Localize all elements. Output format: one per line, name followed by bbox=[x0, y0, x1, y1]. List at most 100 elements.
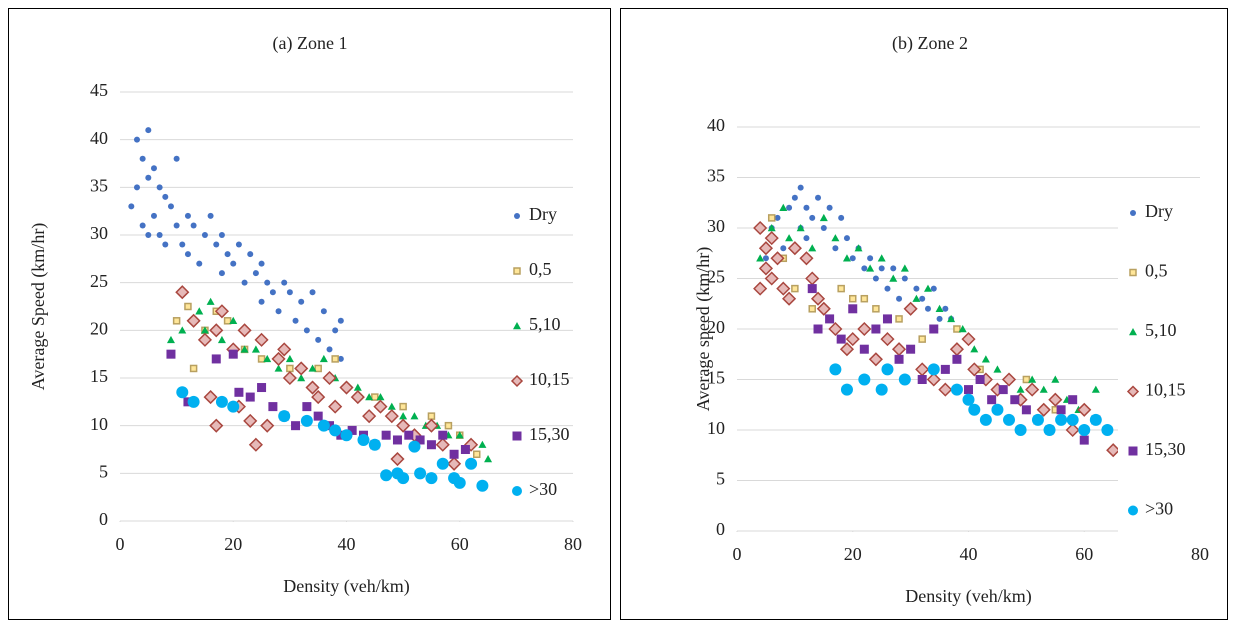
y-tick-label: 15 bbox=[90, 366, 108, 386]
data-point bbox=[133, 184, 140, 191]
legend-label: 15,30 bbox=[1145, 439, 1186, 459]
data-point bbox=[197, 332, 212, 347]
data-point bbox=[927, 363, 940, 376]
y-tick-label: 25 bbox=[707, 267, 725, 287]
y-tick-label: 0 bbox=[716, 519, 725, 539]
data-point bbox=[332, 327, 339, 334]
data-point bbox=[392, 435, 402, 445]
data-point bbox=[782, 291, 797, 306]
legend-label: Dry bbox=[1145, 201, 1173, 221]
legend-label: 5,10 bbox=[529, 314, 561, 334]
data-point bbox=[285, 354, 294, 363]
data-point bbox=[810, 291, 826, 306]
x-tick-label: 60 bbox=[451, 534, 469, 554]
data-point bbox=[314, 364, 322, 373]
data-point bbox=[764, 271, 779, 286]
data-point bbox=[145, 127, 152, 134]
data-point bbox=[975, 375, 985, 384]
data-point bbox=[484, 455, 493, 463]
data-point bbox=[286, 364, 294, 373]
legend-marker bbox=[514, 213, 520, 219]
x-tick-label: 40 bbox=[338, 534, 356, 554]
data-point bbox=[317, 419, 330, 432]
data-point bbox=[211, 354, 221, 364]
data-point bbox=[839, 342, 855, 357]
data-point bbox=[843, 235, 850, 242]
data-point bbox=[1021, 405, 1031, 415]
data-point bbox=[282, 370, 297, 386]
data-point bbox=[350, 390, 365, 405]
data-point bbox=[404, 430, 414, 440]
data-point bbox=[866, 264, 875, 272]
data-point bbox=[390, 451, 405, 467]
data-point bbox=[380, 469, 393, 482]
data-point bbox=[150, 165, 157, 172]
data-point bbox=[849, 294, 857, 303]
legend-label: 15,30 bbox=[529, 424, 570, 444]
data-point bbox=[787, 241, 802, 256]
x-axis-label: Density (veh/km) bbox=[283, 576, 409, 597]
data-point bbox=[947, 314, 956, 323]
legend-marker bbox=[513, 267, 521, 275]
data-point bbox=[274, 364, 283, 372]
x-tick-label: 20 bbox=[844, 544, 862, 564]
data-point bbox=[234, 387, 244, 397]
data-point bbox=[200, 326, 209, 334]
data-point bbox=[919, 295, 926, 302]
data-point bbox=[195, 307, 204, 315]
data-point bbox=[173, 155, 180, 162]
y-tick-label: 10 bbox=[707, 418, 725, 438]
y-tick-label: 10 bbox=[90, 414, 108, 434]
data-point bbox=[128, 203, 135, 210]
legend-marker bbox=[1129, 268, 1137, 277]
x-tick-label: 20 bbox=[224, 534, 242, 554]
data-point bbox=[912, 294, 921, 302]
data-point bbox=[425, 472, 438, 485]
data-point bbox=[357, 433, 370, 446]
data-point bbox=[923, 284, 932, 292]
data-point bbox=[829, 363, 842, 376]
data-point bbox=[365, 393, 374, 401]
data-point bbox=[460, 445, 470, 454]
data-point bbox=[753, 281, 768, 296]
data-point bbox=[201, 232, 208, 238]
data-point bbox=[248, 437, 263, 452]
y-tick-label: 25 bbox=[90, 271, 108, 291]
data-point bbox=[838, 214, 845, 221]
data-point bbox=[848, 304, 858, 314]
data-point bbox=[260, 418, 275, 433]
data-point bbox=[235, 241, 242, 248]
data-point bbox=[478, 440, 487, 448]
chart-title: (b) Zone 2 bbox=[892, 33, 968, 54]
data-point bbox=[257, 383, 267, 393]
data-point bbox=[809, 214, 816, 221]
data-point bbox=[281, 279, 288, 286]
data-point bbox=[175, 285, 190, 300]
data-point bbox=[229, 316, 238, 324]
data-point bbox=[826, 204, 833, 211]
data-point bbox=[799, 251, 814, 266]
data-point bbox=[376, 393, 385, 401]
data-point bbox=[415, 435, 425, 445]
data-point bbox=[924, 305, 931, 312]
y-tick-label: 45 bbox=[90, 80, 108, 100]
data-point bbox=[861, 265, 868, 272]
data-point bbox=[991, 403, 1004, 416]
data-point bbox=[302, 402, 312, 412]
data-point bbox=[913, 285, 920, 292]
data-point bbox=[753, 220, 768, 236]
legend-label: 10,15 bbox=[529, 369, 570, 389]
legend-label: 5,10 bbox=[1145, 320, 1177, 340]
data-point bbox=[940, 364, 950, 374]
data-point bbox=[347, 425, 357, 435]
data-point bbox=[926, 372, 941, 387]
data-point bbox=[998, 385, 1008, 395]
data-point bbox=[871, 324, 881, 334]
data-point bbox=[758, 261, 773, 276]
y-tick-label: 40 bbox=[90, 128, 108, 148]
data-point bbox=[426, 440, 436, 450]
data-point bbox=[240, 345, 249, 353]
y-axis-label: Average speed (km/hr) bbox=[693, 247, 714, 412]
data-point bbox=[1014, 424, 1027, 436]
data-point bbox=[139, 155, 146, 162]
